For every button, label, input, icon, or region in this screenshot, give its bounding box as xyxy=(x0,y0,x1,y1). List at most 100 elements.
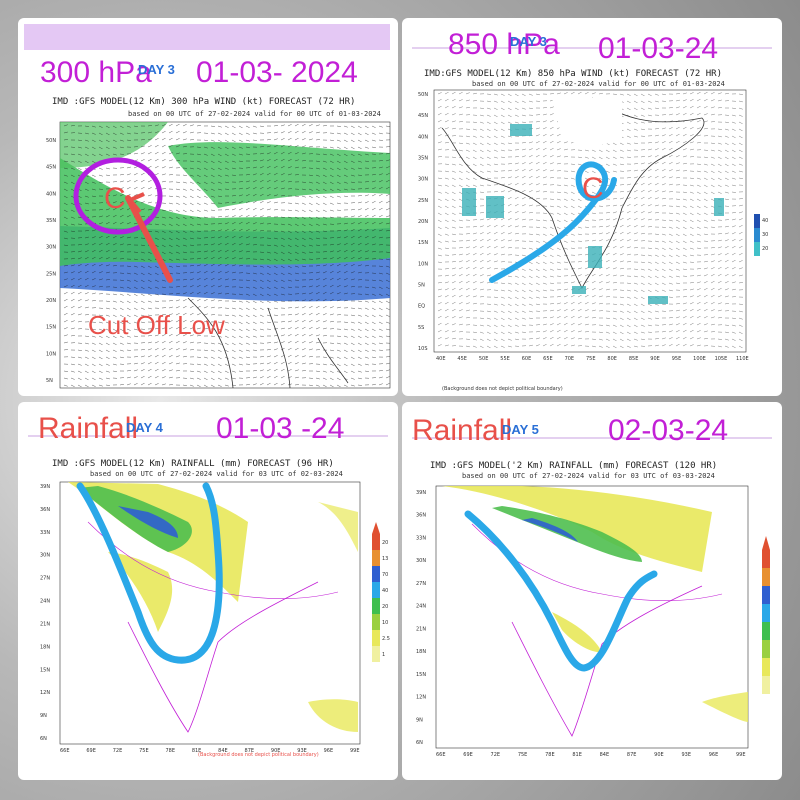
wind-barb xyxy=(133,286,138,290)
wind-barb xyxy=(175,188,180,191)
wind-barb xyxy=(238,286,243,288)
wind-barb xyxy=(140,376,145,379)
wind-barb xyxy=(350,264,355,267)
wind-barb xyxy=(738,225,743,228)
wind-barb xyxy=(591,212,596,214)
wind-barb xyxy=(98,285,103,288)
wind-barb xyxy=(549,113,554,116)
wind-barb xyxy=(549,247,554,251)
wind-barb xyxy=(738,253,743,256)
wind-barb xyxy=(738,303,743,305)
wind-barb xyxy=(738,218,743,221)
wind-barb xyxy=(385,321,390,324)
wind-barb xyxy=(70,327,75,330)
wind-barb xyxy=(140,215,145,218)
wind-barb xyxy=(308,181,313,184)
wind-barb xyxy=(640,233,645,235)
wind-barb xyxy=(514,183,519,186)
wind-barb xyxy=(343,300,348,302)
lon-tick-label: 75E xyxy=(518,752,528,758)
wind-barb xyxy=(521,289,526,293)
wind-barb xyxy=(371,187,376,190)
wind-barb xyxy=(710,191,715,194)
wind-barb xyxy=(308,384,313,386)
wind-barb xyxy=(126,173,131,176)
wind-barb xyxy=(154,166,159,169)
wind-barb xyxy=(196,278,201,281)
wind-barb xyxy=(465,295,470,298)
wind-barb xyxy=(696,127,701,130)
wind-barb xyxy=(140,186,145,190)
wind-barb xyxy=(105,264,110,267)
wind-barb xyxy=(343,229,348,232)
wind-barb xyxy=(605,331,610,334)
wind-barb xyxy=(301,326,306,330)
wind-barb xyxy=(231,300,236,302)
wind-barb xyxy=(168,244,173,248)
wind-barb xyxy=(322,160,327,163)
wind-barb xyxy=(689,141,694,144)
wind-barb xyxy=(196,298,201,302)
wind-barb xyxy=(486,100,491,103)
wind-barb xyxy=(661,127,666,130)
wind-barb xyxy=(189,202,194,206)
wind-barb xyxy=(633,93,638,96)
lon-tick-label: 96E xyxy=(709,752,719,758)
wind-barb xyxy=(451,170,456,173)
wind-barb xyxy=(140,382,145,386)
wind-barb xyxy=(70,223,75,226)
wind-barb xyxy=(633,247,638,249)
wind-barb xyxy=(189,305,194,309)
wind-barb xyxy=(364,125,369,129)
wind-barb xyxy=(357,300,362,302)
wind-barb xyxy=(731,317,736,319)
wind-barb xyxy=(203,195,208,198)
wind-barb xyxy=(91,236,96,239)
wind-barb xyxy=(308,124,313,127)
wind-barb xyxy=(633,268,638,270)
wind-barb xyxy=(308,230,313,233)
wind-barb xyxy=(287,152,292,155)
lat-tick-label: 40N xyxy=(418,134,428,140)
wind-barb xyxy=(231,228,236,232)
wind-barb xyxy=(259,186,264,190)
wind-barb xyxy=(472,128,477,131)
wind-barb xyxy=(329,181,334,185)
wind-barb xyxy=(224,249,229,253)
wind-barb xyxy=(175,138,180,141)
wind-barb xyxy=(364,194,369,197)
wind-barb xyxy=(273,258,278,261)
wind-barb xyxy=(542,275,547,278)
wind-barb xyxy=(308,306,313,309)
wind-barb xyxy=(528,183,533,186)
wind-barb xyxy=(161,151,166,155)
wind-barb xyxy=(238,307,243,310)
wind-barb xyxy=(140,349,145,351)
wind-barb xyxy=(343,285,348,288)
wind-barb xyxy=(133,173,138,176)
wind-barb xyxy=(224,271,229,274)
wind-barb xyxy=(140,179,145,183)
longitude-ticks: 66E 69E 72E 75E 78E 81E 84E 87E 90E 93E 96E 99E xyxy=(60,748,360,754)
wind-barb xyxy=(514,275,519,278)
wind-barb xyxy=(175,237,180,240)
wind-barb xyxy=(336,292,341,295)
wind-barb xyxy=(336,209,341,211)
wind-barb xyxy=(444,191,449,194)
wind-barb xyxy=(668,212,673,214)
lat-tick-label: EQ xyxy=(418,304,425,310)
lat-tick-label: 5S xyxy=(418,325,424,331)
wind-barb xyxy=(633,169,638,172)
wind-barb xyxy=(535,261,540,265)
wind-barb xyxy=(626,225,631,228)
wind-barb xyxy=(668,247,673,251)
wind-barb xyxy=(458,226,463,228)
wind-barb xyxy=(112,201,117,204)
wind-barb xyxy=(336,250,341,253)
wind-barb xyxy=(266,187,271,190)
wind-barb xyxy=(231,146,236,149)
wind-barb xyxy=(738,198,743,200)
wind-barb xyxy=(280,195,285,197)
wind-barb xyxy=(521,100,526,103)
wind-barb xyxy=(210,349,215,352)
